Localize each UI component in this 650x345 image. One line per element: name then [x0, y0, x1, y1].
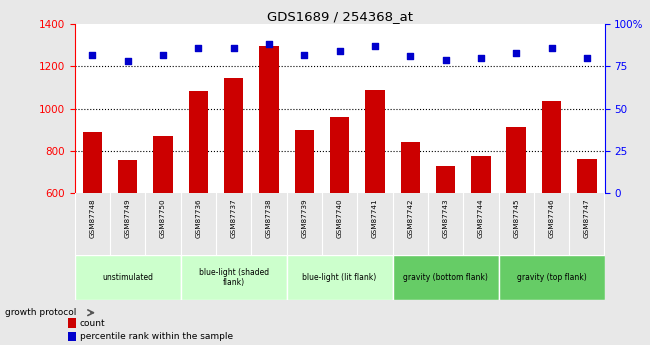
- Text: blue-light (lit flank): blue-light (lit flank): [302, 273, 377, 282]
- Text: GSM87742: GSM87742: [408, 198, 413, 238]
- Bar: [400, 142, 420, 193]
- Bar: [330, 117, 349, 193]
- Bar: [499, 255, 604, 300]
- Bar: [181, 255, 287, 300]
- Text: count: count: [80, 318, 105, 327]
- Point: [546, 45, 556, 51]
- Bar: [75, 255, 181, 300]
- Text: percentile rank within the sample: percentile rank within the sample: [80, 332, 233, 341]
- Point: [229, 45, 239, 51]
- Bar: [436, 166, 455, 193]
- Bar: [506, 127, 526, 193]
- Text: GSM87749: GSM87749: [125, 198, 131, 238]
- Text: GSM87739: GSM87739: [302, 198, 307, 238]
- Point: [511, 50, 521, 56]
- Text: GSM87744: GSM87744: [478, 198, 484, 238]
- Text: gravity (top flank): gravity (top flank): [517, 273, 586, 282]
- Text: GSM87740: GSM87740: [337, 198, 343, 238]
- Point: [299, 52, 309, 57]
- Text: GSM87743: GSM87743: [443, 198, 448, 238]
- Bar: [294, 130, 314, 193]
- Point: [87, 52, 98, 57]
- Bar: [471, 156, 491, 193]
- Bar: [365, 90, 385, 193]
- Text: GSM87745: GSM87745: [514, 198, 519, 238]
- Bar: [68, 332, 76, 342]
- Bar: [118, 160, 137, 193]
- Text: GSM87748: GSM87748: [90, 198, 96, 238]
- Point: [440, 57, 450, 62]
- Point: [370, 43, 380, 49]
- Text: growth protocol: growth protocol: [5, 308, 77, 317]
- Bar: [68, 318, 76, 328]
- Point: [582, 55, 592, 61]
- Point: [405, 53, 415, 59]
- Text: GSM87736: GSM87736: [196, 198, 202, 238]
- Bar: [393, 255, 499, 300]
- Text: unstimulated: unstimulated: [102, 273, 153, 282]
- Bar: [153, 136, 173, 193]
- Text: blue-light (shaded
flank): blue-light (shaded flank): [199, 268, 268, 287]
- Point: [476, 55, 486, 61]
- Bar: [83, 132, 102, 193]
- Bar: [542, 101, 561, 193]
- Text: GSM87750: GSM87750: [160, 198, 166, 238]
- Text: GSM87746: GSM87746: [549, 198, 554, 238]
- Title: GDS1689 / 254368_at: GDS1689 / 254368_at: [266, 10, 413, 23]
- Bar: [577, 159, 597, 193]
- Bar: [188, 91, 208, 193]
- Point: [264, 42, 274, 47]
- Text: GSM87741: GSM87741: [372, 198, 378, 238]
- Bar: [259, 46, 279, 193]
- Point: [193, 45, 203, 51]
- Bar: [224, 78, 243, 193]
- Point: [122, 59, 133, 64]
- Text: GSM87747: GSM87747: [584, 198, 590, 238]
- Point: [334, 48, 345, 54]
- Text: GSM87737: GSM87737: [231, 198, 237, 238]
- Text: gravity (bottom flank): gravity (bottom flank): [403, 273, 488, 282]
- Bar: [287, 255, 393, 300]
- Text: GSM87738: GSM87738: [266, 198, 272, 238]
- Point: [158, 52, 168, 57]
